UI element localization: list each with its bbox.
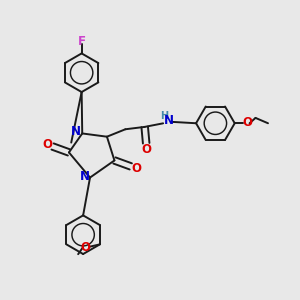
- Text: O: O: [142, 143, 152, 156]
- Text: O: O: [131, 162, 141, 175]
- Text: N: N: [80, 170, 90, 184]
- Text: O: O: [242, 116, 252, 129]
- Text: O: O: [42, 138, 52, 151]
- Text: O: O: [80, 241, 90, 254]
- Text: F: F: [78, 35, 86, 48]
- Text: N: N: [164, 114, 173, 127]
- Text: N: N: [71, 124, 81, 138]
- Text: H: H: [160, 111, 168, 121]
